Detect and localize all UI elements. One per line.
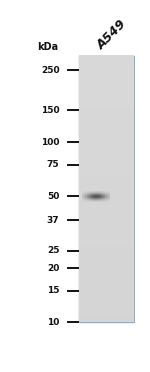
- Text: kDa: kDa: [37, 42, 58, 52]
- Text: 150: 150: [41, 106, 59, 115]
- Text: 25: 25: [47, 246, 59, 255]
- Text: 37: 37: [47, 215, 59, 225]
- Text: 100: 100: [41, 138, 59, 147]
- Text: 75: 75: [47, 160, 59, 169]
- Text: 20: 20: [47, 264, 59, 273]
- Text: 50: 50: [47, 192, 59, 201]
- Text: 10: 10: [47, 318, 59, 327]
- Text: 250: 250: [41, 66, 59, 75]
- Text: 15: 15: [47, 286, 59, 295]
- Text: A549: A549: [94, 17, 129, 52]
- Bar: [79, 56, 134, 323]
